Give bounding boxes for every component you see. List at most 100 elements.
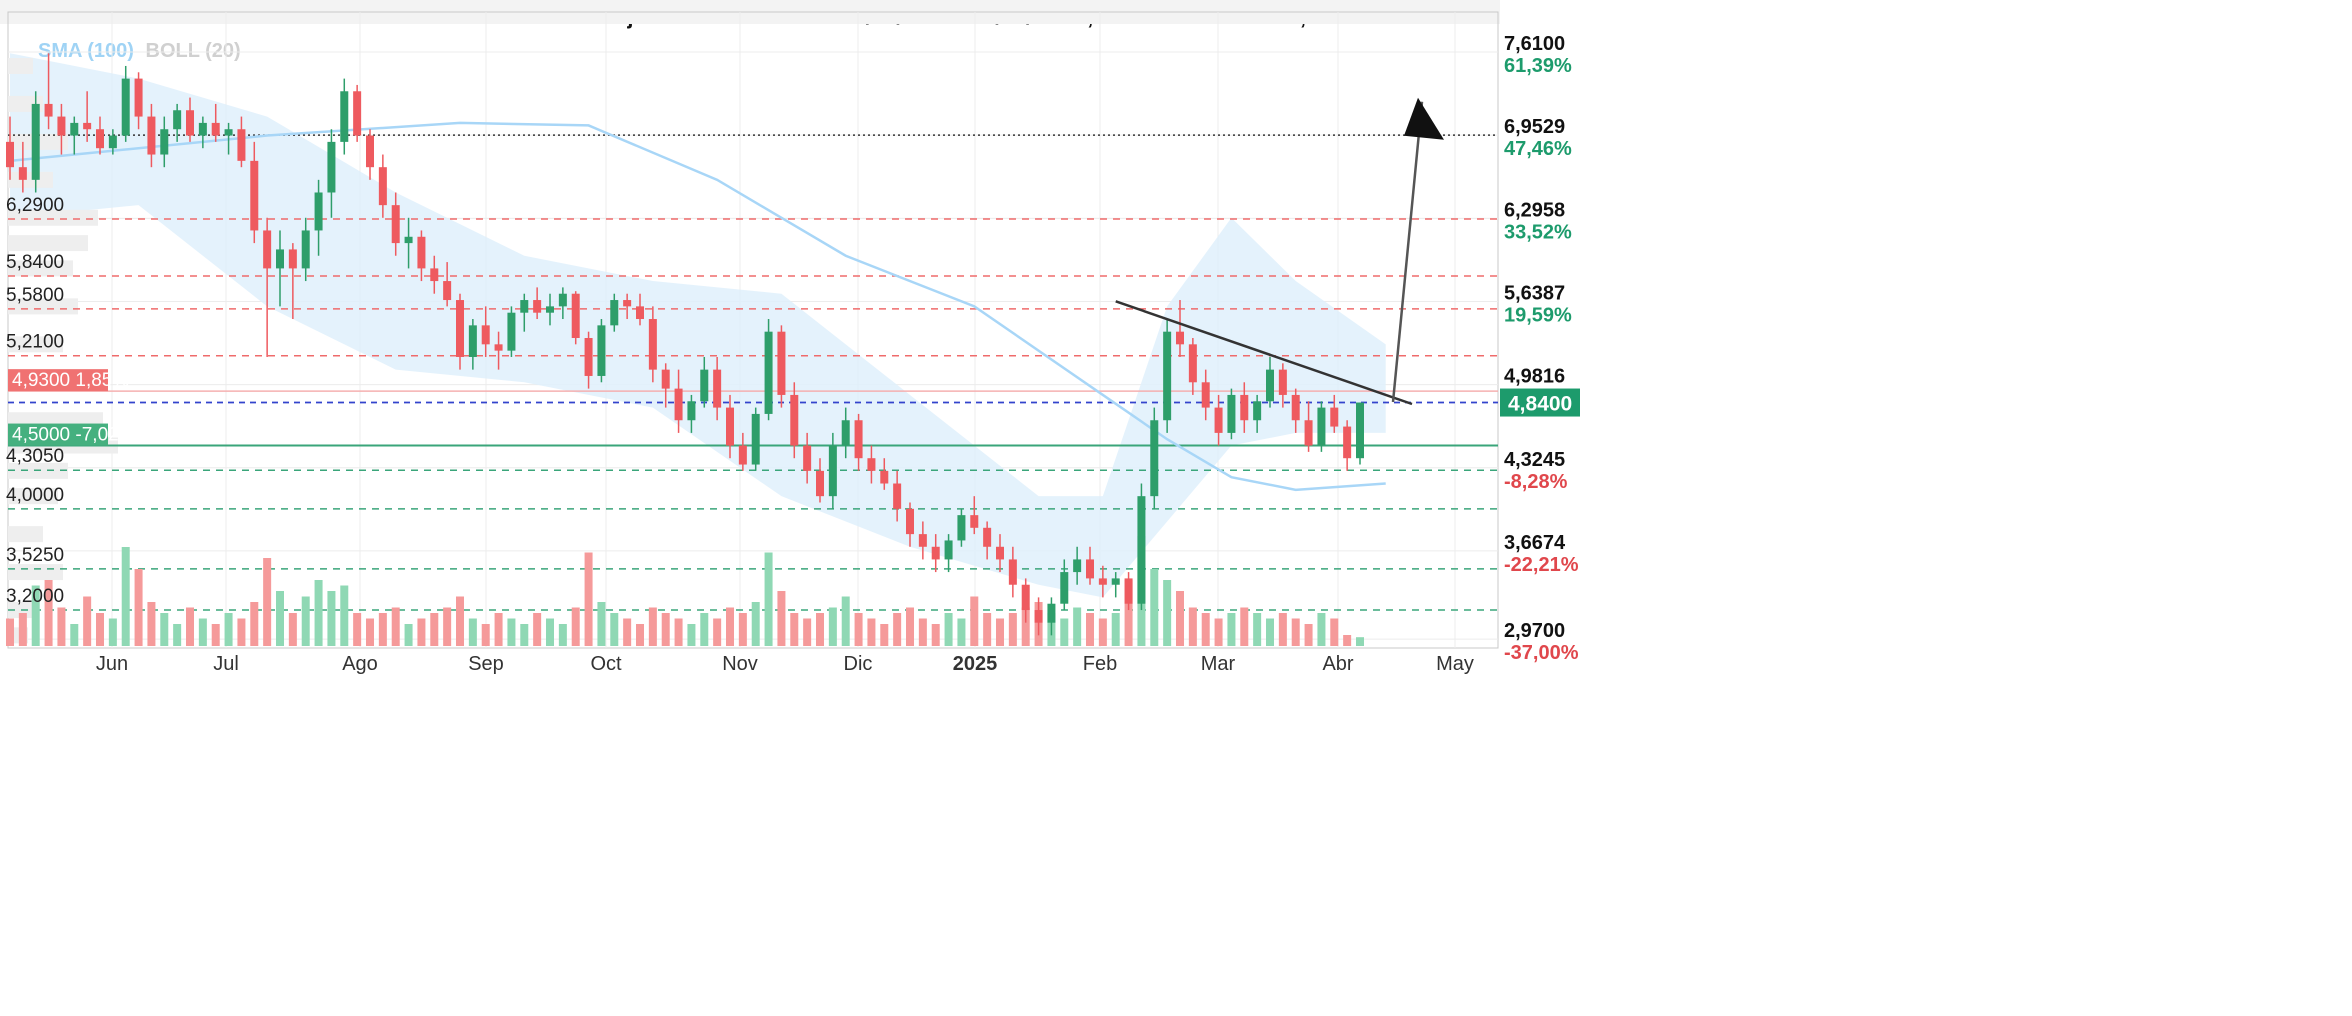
volume-bar: [211, 624, 220, 646]
volume-profile-bar: [8, 298, 78, 315]
volume-bar: [1150, 569, 1159, 646]
volume-bar: [250, 602, 259, 646]
bollinger-band: [10, 53, 1386, 598]
right-axis-pct: 19,59%: [1504, 304, 1572, 326]
volume-profile-bar: [8, 57, 33, 74]
candle-body: [726, 407, 734, 446]
volume-bar: [198, 618, 207, 646]
candle-body: [533, 300, 542, 313]
volume-bar: [1073, 607, 1082, 646]
candle-body: [751, 413, 760, 465]
candle-body: [841, 420, 850, 446]
volume-bar: [31, 585, 40, 646]
volume-bar: [378, 613, 387, 646]
candle-body: [1201, 382, 1210, 408]
volume-bar: [186, 607, 194, 646]
candle-body: [1098, 578, 1107, 585]
volume-bar: [790, 613, 799, 646]
candle-body: [790, 394, 799, 446]
candle-body: [1021, 584, 1030, 611]
candle-body: [198, 122, 207, 136]
candle-body: [224, 129, 233, 136]
left-badge-label: 4,9300 1,85%: [12, 370, 129, 391]
right-axis-price: 7,6100: [1504, 33, 1565, 55]
volume-bar: [558, 624, 567, 646]
volume-bar: [404, 624, 413, 646]
candle-body: [520, 300, 529, 313]
plot-frame: [7, 11, 1499, 649]
volume-bar: [96, 613, 104, 646]
candle-body: [854, 420, 863, 459]
volume-bar: [353, 613, 362, 646]
volume-bar: [1188, 607, 1197, 646]
x-tick-label: Oct: [590, 653, 622, 675]
candle-body: [687, 401, 696, 421]
volume-bar: [636, 624, 644, 646]
volume-bar: [854, 613, 863, 646]
volume-bar: [44, 580, 53, 646]
candle-body: [250, 160, 259, 231]
volume-bar: [468, 618, 477, 646]
volume-bar: [6, 618, 14, 646]
sma-line: [9, 121, 1386, 492]
volume-bar: [121, 547, 130, 646]
volume-bar: [970, 596, 979, 646]
candle-body: [211, 122, 220, 136]
volume-profile-bar: [8, 488, 58, 505]
candle-body: [610, 300, 619, 326]
candle-body: [237, 129, 246, 161]
candle-body: [1343, 426, 1352, 459]
candle-body: [828, 445, 837, 497]
candle-body: [57, 116, 66, 136]
volume-bar: [584, 552, 593, 646]
candle-body: [6, 141, 14, 168]
left-badge-label: 4,5000 -7,02%: [12, 425, 136, 446]
x-tick-label: Abr: [1322, 653, 1353, 675]
volume-profile-bar: [8, 209, 98, 226]
candle-body: [661, 369, 670, 389]
candle-body: [636, 306, 644, 320]
volume-bar: [828, 607, 837, 646]
candle-body: [96, 129, 104, 149]
x-tick-label: May: [1436, 653, 1474, 675]
right-axis-price: 3,6674: [1504, 532, 1566, 554]
candle-body: [944, 540, 953, 560]
volume-bar: [533, 613, 542, 646]
left-level-label: 5,8400: [6, 252, 64, 273]
legend-sma[interactable]: SMA (100): [38, 40, 134, 62]
volume-bar: [301, 596, 310, 646]
volume-bar: [1163, 580, 1172, 646]
volume-bar: [571, 607, 580, 646]
candle-body: [1124, 578, 1133, 604]
volume-bar: [610, 613, 619, 646]
legend-boll[interactable]: BOLL (20): [145, 40, 241, 62]
volume-bar: [1021, 607, 1030, 646]
volume-bar: [700, 613, 709, 646]
candle-body: [1240, 394, 1249, 421]
volume-bar: [661, 613, 670, 646]
right-axis-price: 6,9529: [1504, 116, 1565, 138]
volume-bar: [1008, 613, 1017, 646]
volume-bar: [944, 613, 953, 646]
candle-body: [1034, 610, 1043, 623]
volume-bar: [893, 613, 902, 646]
candle-body: [83, 122, 92, 130]
volume-bar: [623, 618, 632, 646]
candle-body: [1278, 369, 1287, 395]
candle-body: [430, 268, 439, 282]
trendline: [1115, 300, 1413, 406]
volume-bar: [1176, 591, 1184, 646]
candle-body: [1086, 559, 1094, 579]
candle-body: [1073, 559, 1082, 573]
x-tick-label: Ago: [342, 653, 378, 675]
volume-bar: [147, 602, 156, 646]
left-level-label: 4,3050: [6, 446, 64, 467]
candle-body: [1176, 331, 1184, 345]
candle-body: [803, 445, 812, 471]
candle-body: [340, 91, 349, 142]
volume-bar: [430, 613, 439, 646]
candle-body: [1111, 578, 1120, 585]
volume-bar: [1060, 618, 1069, 646]
